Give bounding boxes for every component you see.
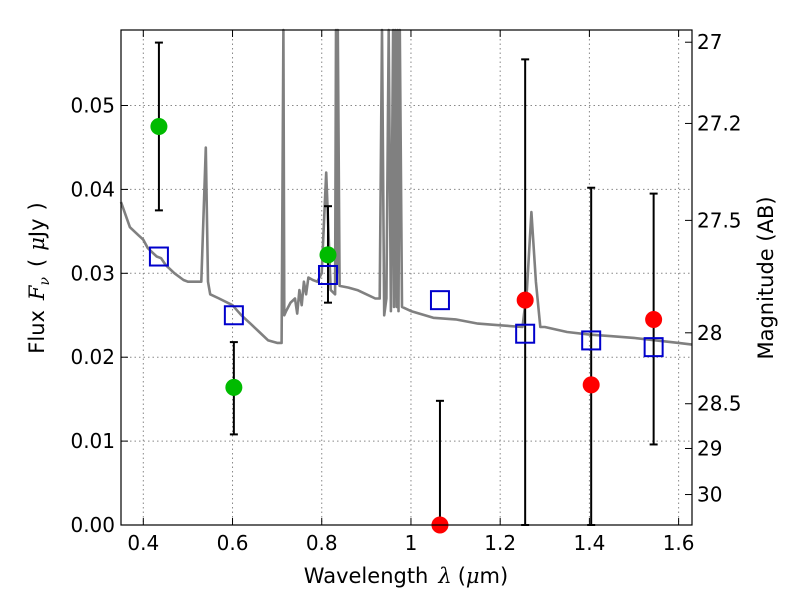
x-tick-label: 0.6	[217, 531, 249, 555]
y-axis-label: FluxFν(μJy)	[25, 202, 53, 353]
model-photometry-point	[515, 323, 536, 344]
detection-point	[150, 117, 168, 135]
x-axis-label: Wavelength λ (μm)	[304, 564, 508, 588]
model-sed	[119, 28, 693, 346]
x-tick-label: 1.2	[484, 531, 516, 555]
y2-tick-label: 30	[697, 483, 722, 507]
model-photometry-point	[581, 330, 602, 351]
axes: 0.4 0.6 0.8 1 1.2 1.4 1.6 0.00 0.01 0.02 0.03 0.04 0…	[70, 30, 742, 555]
error-bars	[154, 41, 658, 526]
grid	[121, 30, 692, 526]
detection-point	[319, 246, 337, 264]
y-tick-label: 0.03	[70, 261, 115, 285]
data-markers	[148, 117, 664, 534]
detection-point	[225, 378, 243, 396]
non-detection-point	[582, 376, 600, 394]
x-tick-label: 1.4	[573, 531, 605, 555]
y-tick-label: 0.02	[70, 345, 115, 369]
model-photometry-point	[643, 337, 664, 358]
y2-tick-label: 28.5	[697, 392, 742, 416]
y2-tick-label: 27.2	[697, 111, 742, 135]
y2-tick-label: 27.5	[697, 208, 742, 232]
plot-frame	[120, 29, 693, 526]
y-tick-label: 0.00	[70, 513, 115, 537]
y2-tick-label: 29	[697, 436, 722, 460]
y2-tick-label: 28	[697, 321, 722, 345]
x-tick-label: 0.4	[127, 531, 159, 555]
y2-axis-label: Magnitude (AB)	[754, 196, 778, 359]
non-detection-point	[645, 310, 663, 328]
y-tick-label: 0.04	[70, 177, 115, 201]
x-tick-label: 1.6	[663, 531, 695, 555]
model-sed-line	[119, 28, 693, 346]
y-tick-label: 0.01	[70, 429, 115, 453]
model-photometry-point	[148, 246, 169, 267]
model-photometry-point	[223, 305, 244, 326]
x-tick-label: 0.8	[306, 531, 338, 555]
x-tick-label: 1	[405, 531, 418, 555]
y2-tick-label: 27	[697, 30, 722, 54]
model-photometry-point	[317, 264, 338, 285]
non-detection-point	[516, 291, 534, 309]
y-tick-label: 0.05	[70, 94, 115, 118]
model-photometry-point	[429, 290, 450, 311]
